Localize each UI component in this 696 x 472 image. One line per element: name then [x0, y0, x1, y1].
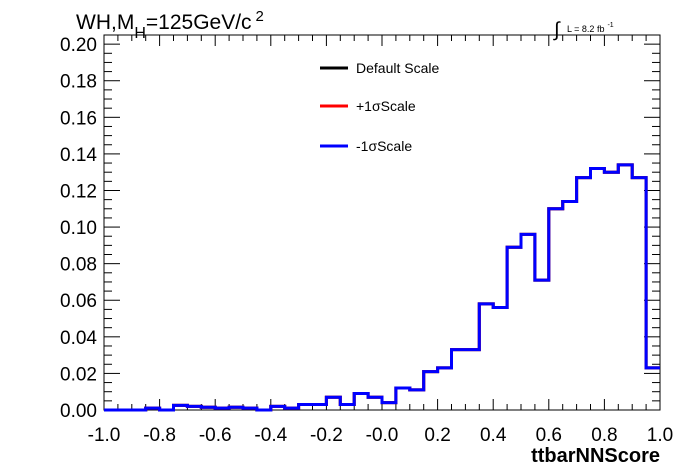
- plot-title: WH,MH=125GeV/c 2: [76, 8, 264, 42]
- lumi-text: L = 8.2 fb: [567, 24, 604, 34]
- legend-label-2: -1σScale: [356, 138, 412, 154]
- x-tick-label: -1.0: [88, 425, 121, 446]
- y-tick-label: 0.18: [60, 72, 97, 93]
- plot-frame: [103, 34, 661, 411]
- y-tick-label: 0.14: [60, 145, 97, 166]
- y-tick-label: 0.08: [60, 255, 97, 276]
- y-tick-label: 0.06: [60, 291, 97, 312]
- lumi-superscript: -1: [607, 22, 613, 29]
- x-tick-label: 0.6: [536, 425, 562, 446]
- x-tick-label: -0.6: [199, 425, 232, 446]
- x-tick-label: 0.8: [591, 425, 617, 446]
- x-tick-label: -0.8: [143, 425, 176, 446]
- title-subscript: H: [134, 25, 146, 42]
- y-tick-label: 0.10: [60, 218, 97, 239]
- y-tick-label: 0.16: [60, 108, 97, 129]
- x-tick-label: -0.2: [310, 425, 343, 446]
- title-prefix: WH,M: [76, 11, 134, 34]
- title-main: =125GeV/c: [146, 11, 252, 34]
- x-tick-label: -0.0: [366, 425, 399, 446]
- y-tick-label: 0.12: [60, 181, 97, 202]
- legend-label-0: Default Scale: [356, 60, 439, 76]
- x-tick-label: 0.4: [480, 425, 507, 446]
- y-tick-label: 0.02: [60, 364, 97, 385]
- series-2-histogram: [104, 163, 660, 412]
- y-tick-label: 0.04: [60, 328, 97, 349]
- x-tick-label: 1.0: [647, 425, 673, 446]
- lumi-label: L = 8.2 fb -1: [567, 22, 614, 34]
- title-superscript: 2: [256, 8, 264, 25]
- axis-ticks: -1.0 -0.8 -0.6 -0.4 -0.2 -0.0 0.2 0.4 0.6 0.8 1.0 0…: [60, 35, 673, 446]
- y-tick-label: 0.00: [60, 401, 97, 422]
- legend: Default Scale +1σScale -1σScale: [320, 60, 439, 154]
- x-tick-label: 0.2: [424, 425, 450, 446]
- x-tick-label: -0.4: [254, 425, 287, 446]
- y-tick-label: 0.20: [60, 35, 97, 56]
- x-axis-label: ttbarNNScore: [531, 445, 660, 467]
- legend-label-1: +1σScale: [356, 98, 416, 114]
- series-layer: [104, 163, 660, 412]
- lumi-integral: ∫: [553, 19, 561, 41]
